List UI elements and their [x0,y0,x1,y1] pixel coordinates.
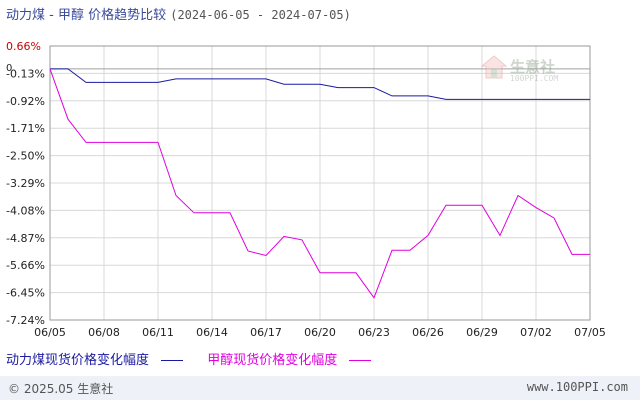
x-tick-label: 07/02 [520,326,552,339]
footer: © 2025.05 生意社 www.100PPI.com [0,376,640,400]
x-tick-label: 06/14 [196,326,228,339]
chart-title-text: 动力煤 - 甲醇 价格趋势比较 [6,8,167,23]
x-tick-label: 06/23 [358,326,390,339]
y-tick-label: -4.87% [6,232,45,245]
methanol-price-line [49,68,590,299]
legend-swatch-methanol [349,360,372,361]
line-chart: 0.66% -0.13% -0.92% -1.71% -2.50% -3.29% -4.08… [6,40,606,339]
plot-area-border [49,45,591,321]
y-tick-label: -0.13% [6,67,45,80]
legend-item-coal: 动力煤现货价格变化幅度 [6,349,191,368]
y-tick-label: -4.08% [6,204,45,217]
y-tick-label: 0.66% [6,40,41,53]
y-tick-label: -0.92% [6,95,45,108]
y-tick-label: -1.71% [6,122,45,135]
x-tick-label: 06/29 [466,326,498,339]
x-tick-label: 06/17 [250,326,282,339]
chart-title: 动力煤 - 甲醇 价格趋势比较 (2024-06-05 - 2024-07-05… [6,4,351,23]
y-tick-label: -2.50% [6,150,45,163]
y-tick-label: -3.29% [6,177,45,190]
x-tick-label: 06/26 [412,326,444,339]
x-tick-label: 06/20 [304,326,336,339]
watermark-url: 100PPI.COM [510,74,559,83]
footer-site-link[interactable]: www.100PPI.com [526,380,628,394]
zero-label: 0 [6,63,12,74]
y-tick-label: -5.66% [6,259,45,272]
x-tick-label: 06/11 [142,326,174,339]
legend-label-coal: 动力煤现货价格变化幅度 [6,353,150,368]
legend-swatch-coal [161,360,184,361]
legend-item-methanol: 甲醇现货价格变化幅度 [207,349,379,368]
date-range: (2024-06-05 - 2024-07-05) [170,8,351,22]
x-tick-label: 07/05 [574,326,606,339]
x-tick-label: 06/08 [88,326,120,339]
x-tick-label: 06/05 [34,326,66,339]
coal-price-line [50,68,590,100]
y-tick-label: -7.24% [6,314,45,327]
y-tick-label: -6.45% [6,287,45,300]
watermark-logo: 生意社 100PPI.COM [480,54,558,84]
footer-copyright: © 2025.05 生意社 [8,382,114,396]
watermark-house-icon [480,55,508,79]
watermark-name: 生意社 [510,58,556,76]
legend-label-methanol: 甲醇现货价格变化幅度 [207,353,338,368]
legend: 动力煤现货价格变化幅度 甲醇现货价格变化幅度 [6,349,391,368]
